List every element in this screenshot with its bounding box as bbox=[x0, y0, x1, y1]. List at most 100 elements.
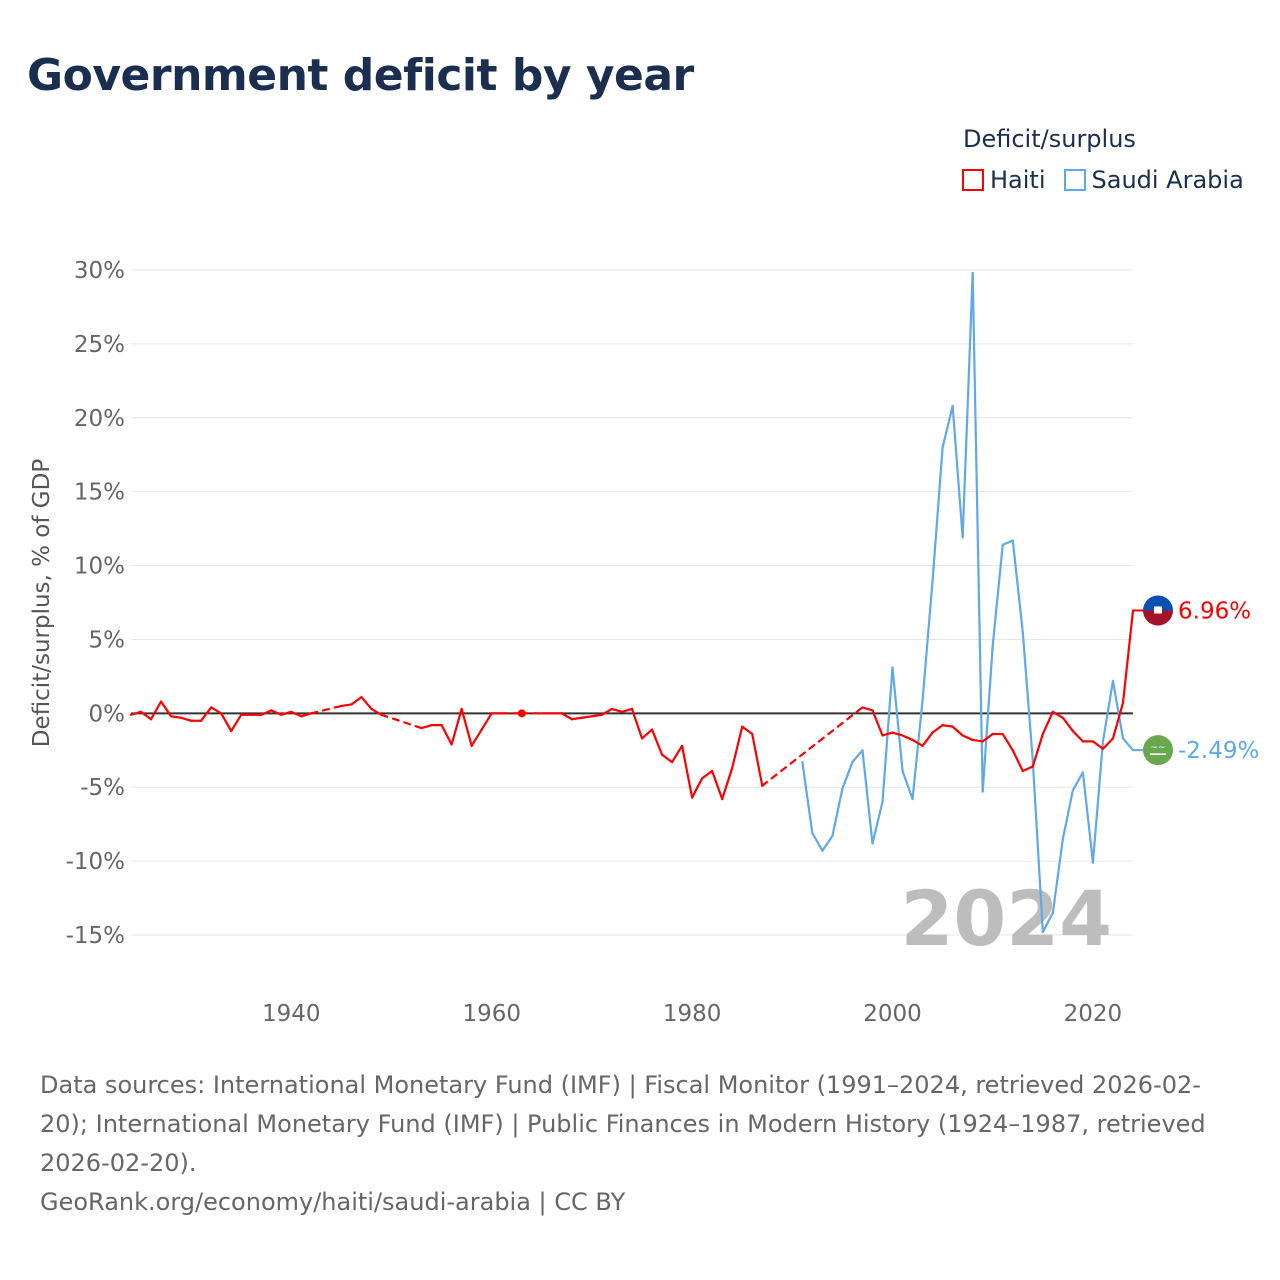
haiti-line-segment bbox=[630, 707, 644, 740]
haiti-line-segment bbox=[751, 732, 764, 787]
haiti-flag-emblem bbox=[1154, 606, 1162, 614]
haiti-line-segment bbox=[721, 766, 734, 801]
x-tick-label: 2020 bbox=[1064, 1001, 1123, 1027]
haiti-line-segment bbox=[650, 728, 664, 756]
saudi-arabia-end-label: -2.49% bbox=[1178, 738, 1259, 764]
haiti-line-segment bbox=[881, 731, 894, 737]
haiti-line-segment bbox=[680, 744, 694, 799]
saudi-arabia-line-segment bbox=[1111, 679, 1125, 740]
haiti-line-segment bbox=[180, 716, 193, 722]
legend-label-haiti: Haiti bbox=[990, 166, 1046, 194]
haiti-line-segment bbox=[220, 712, 233, 733]
haiti-line-segment bbox=[270, 709, 283, 716]
saudi-arabia-line-segment bbox=[971, 271, 984, 793]
haiti-line-segment bbox=[1091, 740, 1105, 750]
haiti-line-segment bbox=[861, 706, 874, 712]
saudi-arabia-line-segment bbox=[831, 787, 844, 838]
haiti-line-segment bbox=[280, 710, 293, 716]
saudi-arabia-line-segment bbox=[821, 834, 834, 852]
haiti-line-segment bbox=[610, 707, 624, 713]
haiti-line-segment bbox=[1071, 729, 1085, 743]
haiti-line-segment bbox=[440, 724, 453, 746]
saudi-arabia-line-segment bbox=[1021, 630, 1034, 762]
haiti-line-segment bbox=[731, 725, 744, 770]
haiti-line-segment bbox=[380, 713, 423, 730]
haiti-line-segment bbox=[691, 777, 704, 799]
saudi-arabia-line-segment bbox=[921, 579, 934, 702]
saudi-arabia-line-segment bbox=[1091, 740, 1105, 864]
haiti-line-segment bbox=[1121, 609, 1135, 705]
haiti-line-segment bbox=[931, 724, 944, 734]
haiti-line-segment bbox=[701, 769, 714, 780]
saudi-arabia-line-segment bbox=[981, 644, 994, 793]
saudi-arabia-line-segment bbox=[801, 760, 814, 835]
haiti-line-segment bbox=[1061, 716, 1074, 733]
haiti-line-segment bbox=[891, 731, 904, 737]
attribution-link[interactable]: GeoRank.org/economy/haiti/saudi-arabia |… bbox=[40, 1188, 626, 1216]
haiti-line-segment bbox=[871, 709, 884, 737]
legend-item-haiti[interactable]: Haiti bbox=[962, 166, 1046, 194]
haiti-line-segment bbox=[570, 716, 584, 721]
haiti-line-segment bbox=[1051, 710, 1064, 719]
haiti-line-segment bbox=[470, 728, 483, 747]
saudi-arabia-flag-icon bbox=[1143, 735, 1173, 766]
saudi-arabia-line-segment bbox=[951, 404, 964, 539]
y-tick-label: -5% bbox=[80, 775, 125, 801]
legend-item-saudi-arabia[interactable]: Saudi Arabia bbox=[1063, 166, 1244, 194]
saudi-arabia-line-segment bbox=[901, 769, 914, 801]
x-tick-label: 1960 bbox=[462, 1001, 521, 1027]
haiti-line-segment bbox=[1101, 737, 1115, 750]
haiti-flag-icon-lower bbox=[1143, 610, 1173, 626]
sources-text: Data sources: International Monetary Fun… bbox=[40, 1071, 1206, 1177]
haiti-line-segment bbox=[460, 707, 473, 747]
haiti-end-label: 6.96% bbox=[1178, 598, 1251, 624]
y-tick-label: 5% bbox=[89, 627, 126, 653]
saudi-arabia-line-segment bbox=[1001, 539, 1014, 546]
haiti-line-segment bbox=[981, 732, 994, 743]
chart-title: Government deficit by year bbox=[27, 50, 694, 101]
haiti-line-segment bbox=[1021, 765, 1034, 773]
legend-swatch-haiti bbox=[962, 169, 984, 191]
haiti-line-segment bbox=[961, 734, 974, 742]
haiti-line-segment bbox=[1031, 732, 1044, 768]
y-tick-label: 25% bbox=[74, 332, 125, 358]
saudi-arabia-line-segment bbox=[1071, 771, 1085, 792]
saudi-arabia-line-segment bbox=[891, 666, 904, 773]
haiti-line-segment bbox=[300, 712, 313, 718]
y-tick-label: 30% bbox=[74, 258, 125, 284]
legend: Haiti Saudi Arabia bbox=[962, 166, 1244, 194]
haiti-line-segment bbox=[230, 713, 243, 733]
haiti-line-segment bbox=[210, 706, 223, 715]
haiti-line-segment bbox=[921, 731, 934, 747]
saudi-arabia-line-segment bbox=[861, 749, 874, 845]
haiti-line-segment bbox=[129, 710, 143, 716]
saudi-arabia-line-segment bbox=[911, 698, 924, 801]
haiti-line-segment bbox=[340, 703, 353, 708]
x-tick-label: 1940 bbox=[262, 1001, 321, 1027]
saudi-arabia-line-segment bbox=[871, 800, 884, 845]
saudi-arabia-line-segment bbox=[941, 404, 954, 449]
saudi-arabia-line-segment bbox=[1121, 737, 1135, 752]
legend-label-saudi-arabia: Saudi Arabia bbox=[1091, 166, 1244, 194]
year-watermark: 2024 bbox=[900, 874, 1112, 963]
saudi-arabia-line-segment bbox=[931, 446, 944, 582]
haiti-line-segment bbox=[169, 715, 183, 719]
haiti-line-segment bbox=[370, 707, 383, 716]
y-tick-label: 10% bbox=[74, 554, 125, 580]
saudi-arabia-line-segment bbox=[1101, 679, 1115, 743]
haiti-line-segment bbox=[620, 707, 634, 713]
haiti-line-segment bbox=[711, 769, 724, 801]
haiti-line-segment bbox=[741, 725, 754, 736]
legend-title: Deficit/surplus bbox=[963, 125, 1136, 153]
haiti-line-segment bbox=[1041, 710, 1054, 736]
haiti-line-segment bbox=[480, 712, 493, 731]
legend-swatch-saudi-arabia bbox=[1063, 169, 1086, 191]
haiti-data-point bbox=[517, 709, 526, 718]
haiti-line-segment bbox=[560, 712, 573, 721]
haiti-line-segment bbox=[1111, 701, 1125, 740]
haiti-line-segment bbox=[761, 706, 864, 787]
haiti-line-segment bbox=[1001, 732, 1014, 752]
y-tick-label: 15% bbox=[74, 480, 125, 506]
haiti-line-segment bbox=[660, 753, 674, 764]
